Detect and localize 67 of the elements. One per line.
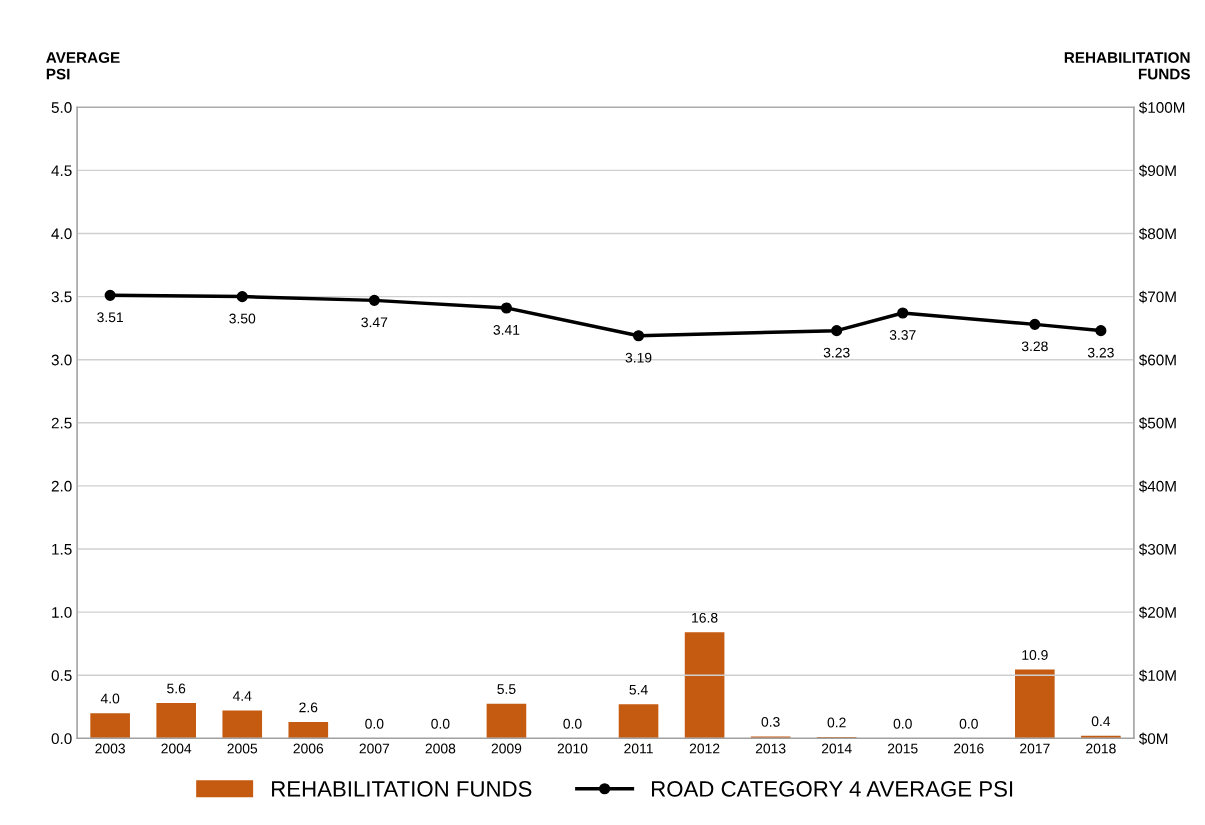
data-label: 0.0 — [563, 718, 582, 729]
y2-tick-label: $100M — [1138, 101, 1185, 114]
y-tick-label: 3.0 — [51, 354, 72, 366]
y-tick-label: 1.0 — [52, 607, 72, 618]
y2-tick-label: $90M — [1138, 164, 1176, 177]
data-label: 16.8 — [692, 612, 718, 623]
y-tick-label: 4.0 — [51, 228, 72, 240]
y-tick-label: 3.5 — [51, 291, 72, 303]
x-tick-label: 2017 — [1020, 743, 1050, 754]
y2-tick-label: $0M — [1138, 732, 1168, 745]
data-label: 4.0 — [100, 693, 120, 704]
data-label: 5.5 — [497, 684, 516, 694]
x-tick-label: 2018 — [1086, 743, 1116, 754]
y-tick-label: 0.0 — [51, 733, 72, 745]
x-tick-label: 2009 — [491, 743, 522, 754]
data-label: 0.4 — [1091, 716, 1111, 727]
data-label: 5.4 — [629, 684, 648, 695]
x-tick-label: 2012 — [689, 743, 720, 754]
data-label: 3.37 — [889, 330, 916, 340]
data-label: 0.3 — [761, 716, 780, 727]
y2-tick-label: $20M — [1138, 606, 1176, 619]
data-label: 0.0 — [365, 718, 384, 729]
data-label: 0.0 — [959, 718, 978, 729]
data-label: 4.4 — [232, 691, 252, 701]
y-axis-title: AVERAGE PSI — [46, 52, 120, 80]
data-label: 5.6 — [167, 683, 186, 694]
x-tick-label: 2010 — [557, 743, 588, 754]
x-tick-label: 2008 — [425, 743, 456, 754]
y-tick-label: 1.5 — [52, 544, 72, 555]
data-label: 3.23 — [1087, 347, 1114, 358]
x-tick-label: 2011 — [624, 743, 653, 754]
x-tick-label: 2013 — [755, 743, 786, 754]
x-tick-label: 2004 — [161, 743, 192, 754]
y2-tick-label: $40M — [1138, 480, 1176, 493]
legend-label: REHABILITATION FUNDS — [272, 781, 532, 797]
y2-axis-title: REHABILITATION FUNDS — [1064, 52, 1190, 80]
data-label: 3.19 — [625, 352, 652, 363]
y2-tick-label: $80M — [1138, 227, 1176, 241]
y2-tick-label: $10M — [1138, 669, 1176, 682]
y-tick-label: 0.5 — [51, 670, 72, 681]
data-label: 2.6 — [299, 702, 318, 713]
y-tick-label: 2.5 — [51, 417, 72, 429]
x-tick-label: 2014 — [821, 743, 852, 754]
y2-tick-label: $30M — [1138, 543, 1176, 556]
data-label: 3.28 — [1021, 341, 1048, 352]
data-label: 10.9 — [1022, 650, 1048, 660]
y-tick-label: 2.0 — [51, 480, 72, 492]
y2-tick-label: $60M — [1138, 353, 1176, 367]
x-tick-label: 2007 — [359, 743, 390, 754]
legend-label: ROAD CATEGORY 4 AVERAGE PSI — [652, 781, 1013, 797]
x-tick-label: 2005 — [227, 743, 258, 754]
data-label: 3.47 — [361, 317, 388, 328]
data-label: 0.0 — [431, 718, 450, 729]
data-label: 3.41 — [493, 324, 520, 335]
data-label: 3.23 — [823, 347, 850, 358]
data-label: 0.2 — [827, 717, 846, 728]
y-tick-label: 5.0 — [51, 102, 72, 113]
x-tick-label: 2015 — [887, 743, 918, 754]
x-tick-label: 2006 — [293, 743, 324, 754]
x-tick-label: 2016 — [954, 743, 984, 754]
y-tick-label: 4.5 — [51, 165, 72, 177]
x-tick-label: 2003 — [95, 743, 125, 754]
y2-tick-label: $50M — [1138, 417, 1176, 430]
data-label: 3.51 — [97, 312, 123, 323]
data-label: 0.0 — [893, 718, 912, 729]
y2-tick-label: $70M — [1138, 290, 1176, 304]
data-label: 3.50 — [229, 313, 256, 324]
